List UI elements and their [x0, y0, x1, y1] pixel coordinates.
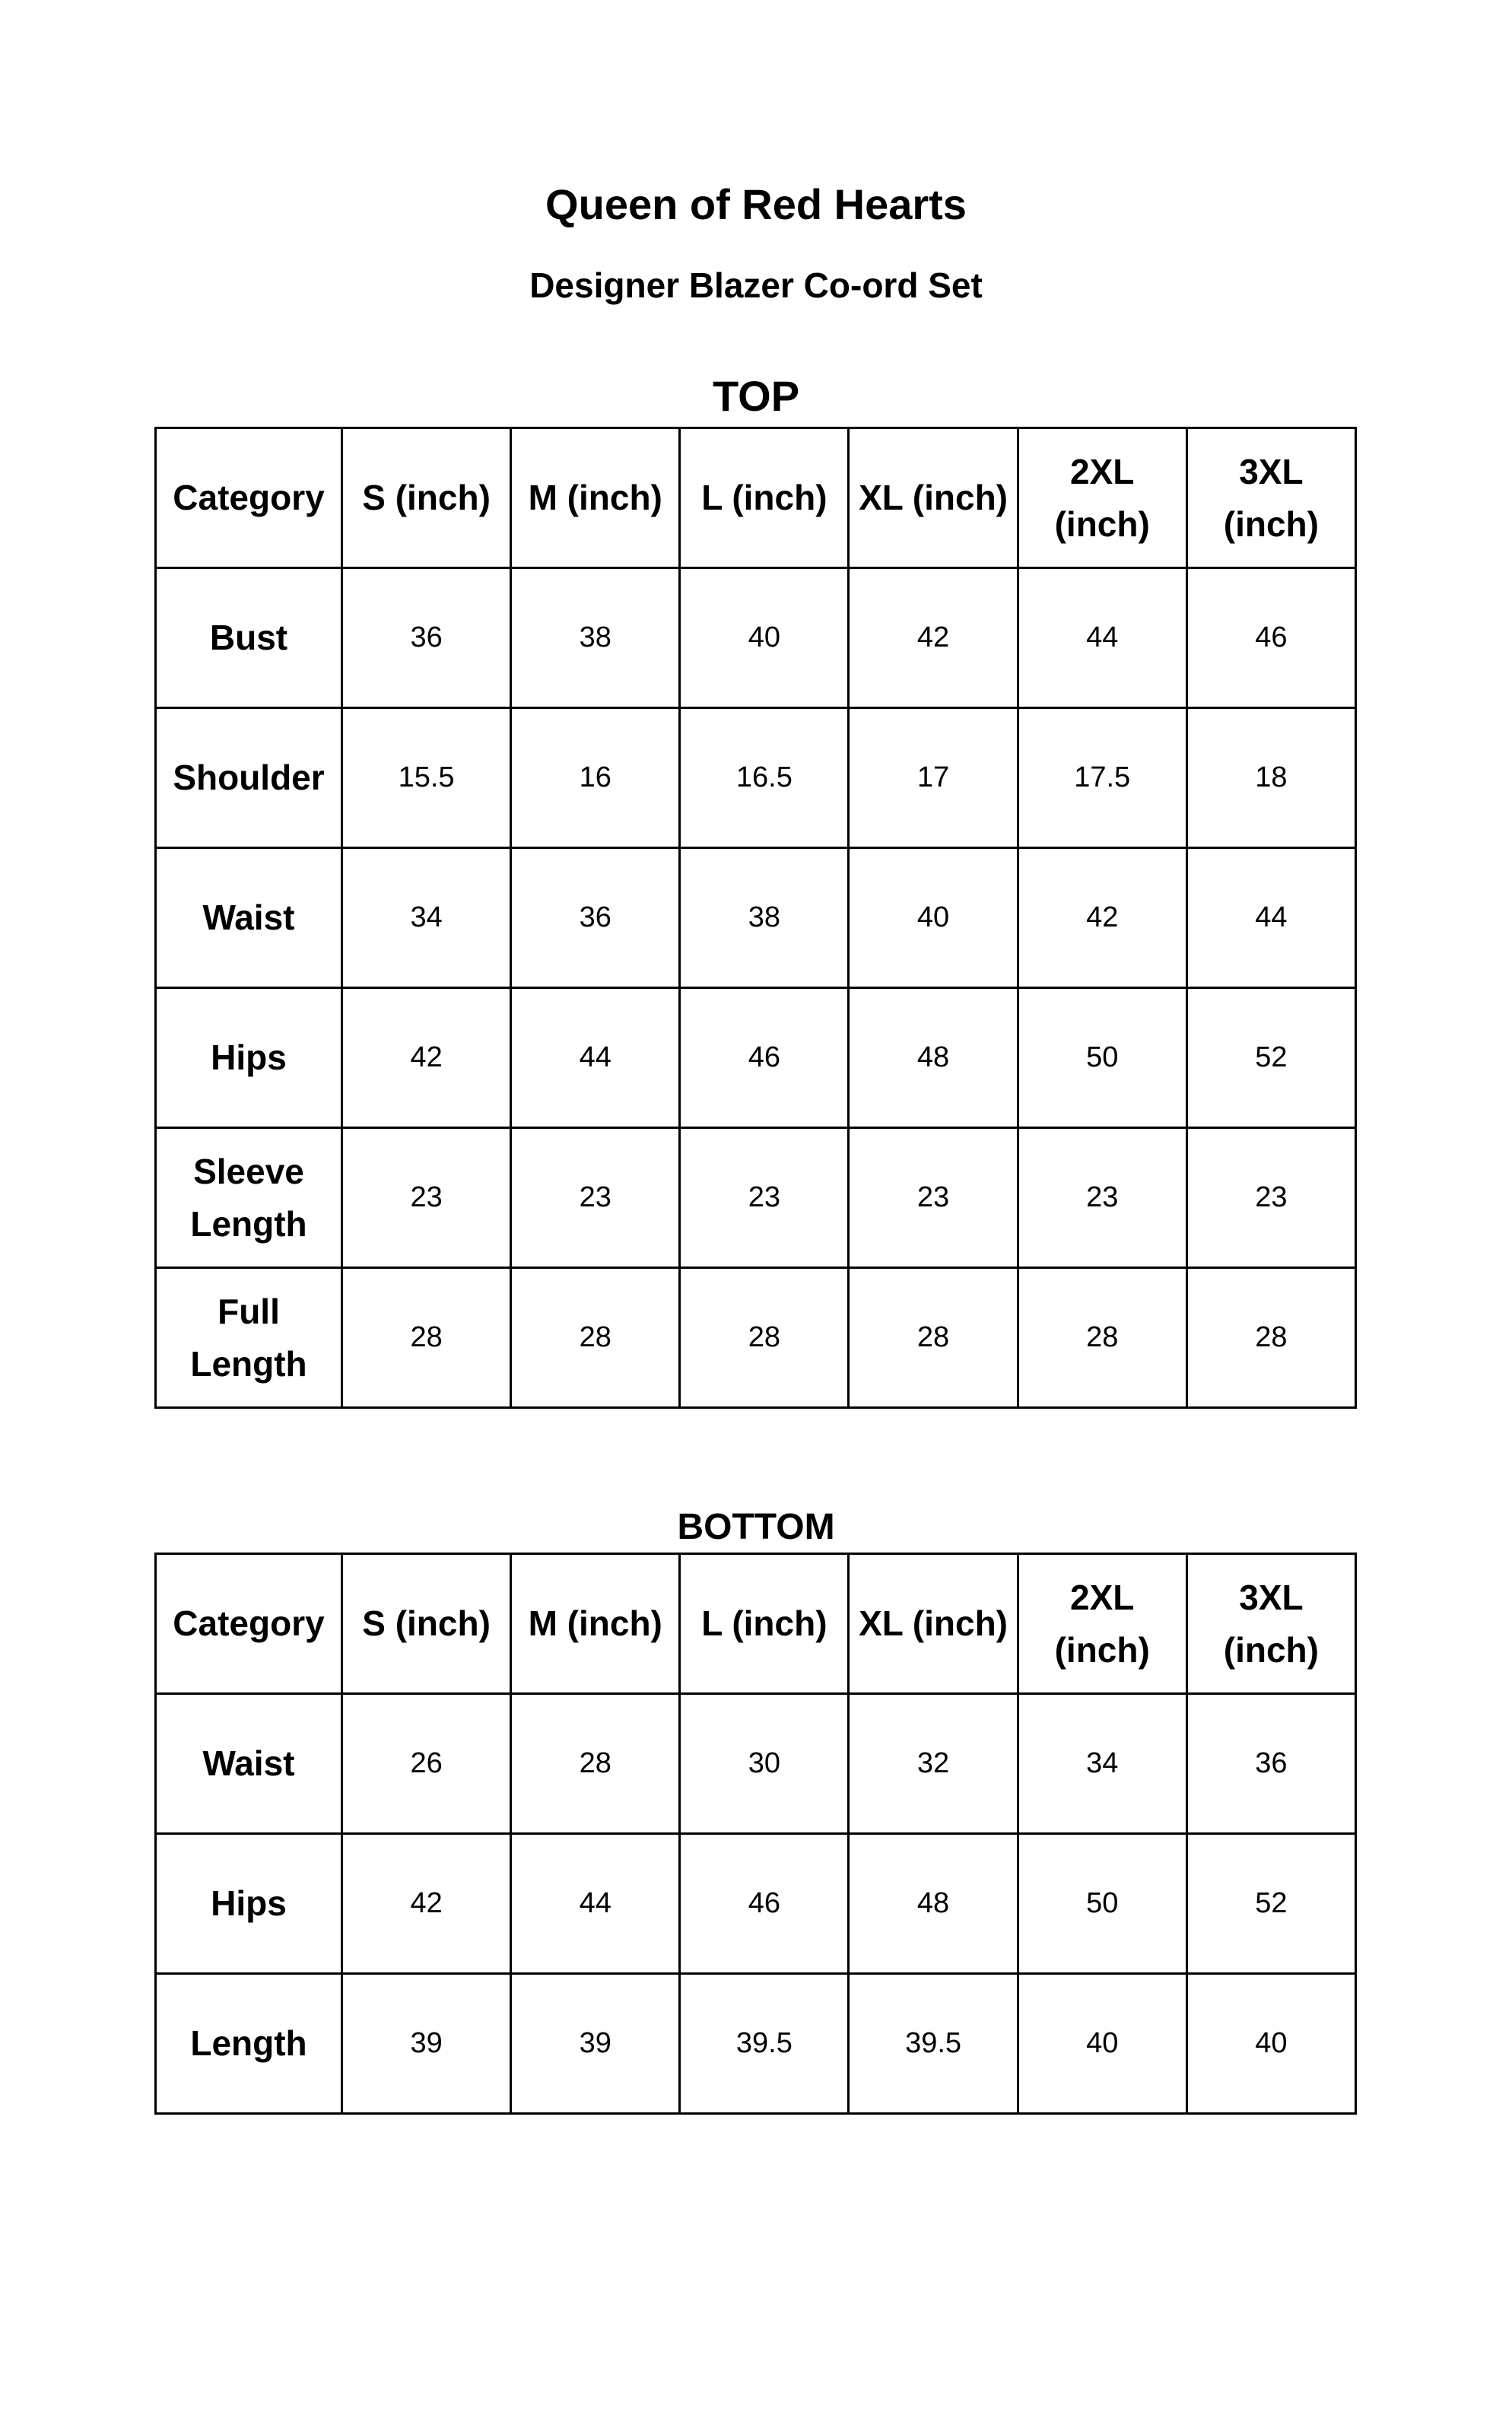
measurement-cell: 46	[678, 1832, 850, 1975]
measurement-cell: 28	[847, 1267, 1019, 1409]
measurement-cell: 39.5	[847, 1972, 1019, 2115]
measurement-cell: 46	[1185, 567, 1358, 709]
measurement-cell: 23	[1016, 1127, 1188, 1269]
row-category: Waist	[154, 847, 343, 989]
measurement-cell: 23	[678, 1127, 850, 1269]
column-header-size: 2XL (inch)	[1016, 1553, 1188, 1695]
measurement-cell: 39.5	[678, 1972, 850, 2115]
column-header-category: Category	[154, 1553, 343, 1695]
row-category: Length	[154, 1972, 343, 2115]
table-row: Length 39 39 39.5 39.5 40 40	[154, 1972, 1358, 2115]
measurement-cell: 46	[678, 987, 850, 1129]
measurement-cell: 40	[678, 567, 850, 709]
row-category: Hips	[154, 1832, 343, 1975]
measurement-cell: 34	[340, 847, 513, 989]
measurement-cell: 42	[847, 567, 1019, 709]
measurement-cell: 26	[340, 1692, 513, 1835]
bottom-section-label: BOTTOM	[677, 1507, 835, 1547]
row-category: Waist	[154, 1692, 343, 1835]
measurement-cell: 23	[1185, 1127, 1358, 1269]
row-category: Bust	[154, 567, 343, 709]
measurement-cell: 32	[847, 1692, 1019, 1835]
column-header-size: S (inch)	[340, 427, 513, 569]
measurement-cell: 28	[510, 1267, 681, 1409]
table-row: Waist 34 36 38 40 42 44	[154, 847, 1358, 989]
measurement-cell: 40	[847, 847, 1019, 989]
document-title: Queen of Red Hearts	[545, 180, 967, 228]
column-header-size: M (inch)	[510, 427, 681, 569]
top-size-table: Category S (inch) M (inch) L (inch) XL (inch…	[154, 427, 1358, 1409]
measurement-cell: 28	[340, 1267, 513, 1409]
measurement-cell: 30	[678, 1692, 850, 1835]
measurement-cell: 52	[1185, 1832, 1358, 1975]
row-category: Full Length	[154, 1267, 343, 1409]
column-header-size: XL (inch)	[847, 1553, 1019, 1695]
table-row: Waist 26 28 30 32 34 36	[154, 1692, 1358, 1835]
measurement-cell: 44	[1016, 567, 1188, 709]
measurement-cell: 38	[678, 847, 850, 989]
measurement-cell: 16.5	[678, 707, 850, 849]
measurement-cell: 23	[340, 1127, 513, 1269]
measurement-cell: 34	[1016, 1692, 1188, 1835]
measurement-cell: 36	[510, 847, 681, 989]
document-subtitle: Designer Blazer Co-ord Set	[529, 265, 983, 305]
measurement-cell: 48	[847, 1832, 1019, 1975]
measurement-cell: 48	[847, 987, 1019, 1129]
measurement-cell: 36	[340, 567, 513, 709]
measurement-cell: 23	[510, 1127, 681, 1269]
measurement-cell: 42	[340, 1832, 513, 1975]
measurement-cell: 18	[1185, 707, 1358, 849]
table-row: Sleeve Length 23 23 23 23 23 23	[154, 1127, 1358, 1269]
row-category: Shoulder	[154, 707, 343, 849]
measurement-cell: 44	[510, 987, 681, 1129]
measurement-cell: 17.5	[1016, 707, 1188, 849]
measurement-cell: 40	[1016, 1972, 1188, 2115]
header-row: Category S (inch) M (inch) L (inch) XL (inch…	[154, 427, 1358, 569]
column-header-size: M (inch)	[510, 1553, 681, 1695]
column-header-category: Category	[154, 427, 343, 569]
measurement-cell: 28	[510, 1692, 681, 1835]
header-row: Category S (inch) M (inch) L (inch) XL (inch…	[154, 1553, 1358, 1695]
column-header-size: 3XL (inch)	[1185, 1553, 1358, 1695]
measurement-cell: 44	[510, 1832, 681, 1975]
column-header-size: XL (inch)	[847, 427, 1019, 569]
table-row: Hips 42 44 46 48 50 52	[154, 987, 1358, 1129]
measurement-cell: 17	[847, 707, 1019, 849]
measurement-cell: 50	[1016, 1832, 1188, 1975]
measurement-cell: 28	[678, 1267, 850, 1409]
table-row: Full Length 28 28 28 28 28 28	[154, 1267, 1358, 1409]
row-category: Sleeve Length	[154, 1127, 343, 1269]
top-section-label: TOP	[712, 372, 800, 420]
measurement-cell: 50	[1016, 987, 1188, 1129]
bottom-size-table: Category S (inch) M (inch) L (inch) XL (inch…	[154, 1553, 1358, 2115]
table-row: Shoulder 15.5 16 16.5 17 17.5 18	[154, 707, 1358, 849]
table-row: Bust 36 38 40 42 44 46	[154, 567, 1358, 709]
measurement-cell: 38	[510, 567, 681, 709]
measurement-cell: 39	[340, 1972, 513, 2115]
measurement-cell: 52	[1185, 987, 1358, 1129]
measurement-cell: 28	[1185, 1267, 1358, 1409]
measurement-cell: 42	[340, 987, 513, 1129]
measurement-cell: 44	[1185, 847, 1358, 989]
table-row: Hips 42 44 46 48 50 52	[154, 1832, 1358, 1975]
row-category: Hips	[154, 987, 343, 1129]
measurement-cell: 16	[510, 707, 681, 849]
column-header-size: 2XL (inch)	[1016, 427, 1188, 569]
measurement-cell: 23	[847, 1127, 1019, 1269]
column-header-size: L (inch)	[678, 427, 850, 569]
measurement-cell: 39	[510, 1972, 681, 2115]
measurement-cell: 36	[1185, 1692, 1358, 1835]
measurement-cell: 15.5	[340, 707, 513, 849]
column-header-size: 3XL (inch)	[1185, 427, 1358, 569]
column-header-size: S (inch)	[340, 1553, 513, 1695]
column-header-size: L (inch)	[678, 1553, 850, 1695]
measurement-cell: 42	[1016, 847, 1188, 989]
measurement-cell: 28	[1016, 1267, 1188, 1409]
measurement-cell: 40	[1185, 1972, 1358, 2115]
